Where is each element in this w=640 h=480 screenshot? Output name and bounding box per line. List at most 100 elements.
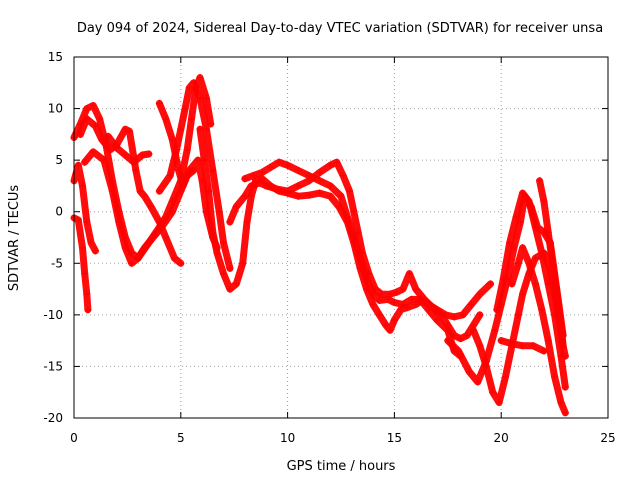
data-point-marker [405,270,413,278]
data-point-marker [390,299,398,306]
data-point-marker [284,161,292,169]
data-point-marker [126,127,133,135]
data-point-marker [512,213,520,221]
data-point-marker [408,295,415,303]
x-tick-label: 10 [280,431,295,445]
data-point-marker [134,254,142,262]
data-point-marker [170,254,178,262]
data-point-marker [183,146,191,154]
data-point-marker [544,228,552,236]
data-point-marker [232,280,240,288]
data-point-marker [294,182,302,190]
y-tick-label: -15 [43,359,63,373]
data-point-marker [305,191,313,199]
data-point-marker [506,239,514,247]
data-point-marker [363,275,371,283]
data-point-marker [190,79,198,87]
data-point-marker [121,151,129,159]
data-point-marker [549,259,556,267]
data-point-marker [316,177,324,185]
data-point-marker [104,132,112,140]
data-point-marker [378,290,386,298]
data-point-marker [553,290,561,298]
data-point-marker [536,177,544,185]
data-point-marker [382,321,390,329]
data-point-marker [495,399,503,406]
data-point-marker [241,175,249,183]
data-point-marker [162,115,170,123]
x-tick-label: 25 [600,431,615,445]
data-point-marker [544,337,552,345]
data-point-marker [529,342,537,350]
data-point-marker [459,311,467,319]
plot-frame [73,56,609,419]
data-point-marker [249,172,257,180]
data-point-marker [132,167,140,174]
data-point-marker [416,295,424,303]
data-point-marker [226,285,234,293]
data-point-marker [128,259,136,267]
data-point-marker [106,146,114,154]
data-point-marker [333,158,341,166]
data-point-marker [155,99,163,107]
data-point-marker [284,187,292,195]
data-point-marker [177,125,185,133]
data-point-marker [115,218,123,226]
data-point-marker [83,105,91,113]
data-series-group [70,74,569,417]
data-point-marker [476,290,484,298]
data-point-marker [343,213,351,221]
data-point-marker [262,182,270,190]
data-point-marker [305,172,313,180]
data-point-marker [350,208,358,216]
data-point-marker [316,169,324,176]
data-point-marker [256,179,264,187]
data-point-marker [316,189,324,197]
data-point-marker [202,94,210,102]
data-point-marker [463,332,471,339]
data-point-marker [194,156,202,164]
y-tick-label: 15 [48,50,63,64]
data-point-marker [241,192,249,200]
data-point-marker [399,301,407,308]
data-point-marker [326,161,334,169]
y-tick-label: -5 [51,256,63,270]
data-point-marker [232,203,240,211]
data-point-marker [557,352,565,360]
data-point-marker [384,295,392,303]
data-point-marker [79,244,86,252]
data-point-marker [356,254,364,262]
data-point-marker [275,158,283,166]
data-point-marker [482,357,490,365]
x-tick-label: 5 [177,431,185,445]
data-point-marker [525,259,533,267]
data-point-marker [557,321,565,329]
data-point-marker [561,409,569,417]
data-point-marker [551,373,559,381]
data-point-marker [226,218,234,226]
data-point-marker [202,125,210,133]
data-point-marker [158,223,166,231]
data-point-marker [175,167,183,174]
data-point-marker [113,144,121,152]
data-point-marker [247,182,255,190]
data-point-marker [386,326,394,334]
data-point-marker [215,208,223,216]
data-point-marker [209,167,217,174]
data-point-marker [476,342,484,350]
data-point-marker [508,340,516,348]
data-point-marker [209,228,217,236]
data-point-marker [469,326,477,334]
data-point-marker [561,383,569,391]
data-series-line [196,125,494,334]
data-point-marker [96,115,104,123]
data-point-marker [81,270,89,278]
data-point-marker [559,342,567,350]
data-point-marker [168,136,176,143]
data-point-marker [393,288,400,296]
data-point-marker [179,182,187,190]
x-axis-label: GPS time / hours [287,459,396,474]
data-point-marker [136,187,144,195]
data-point-marker [190,167,198,174]
y-tick-label: 0 [55,205,63,219]
